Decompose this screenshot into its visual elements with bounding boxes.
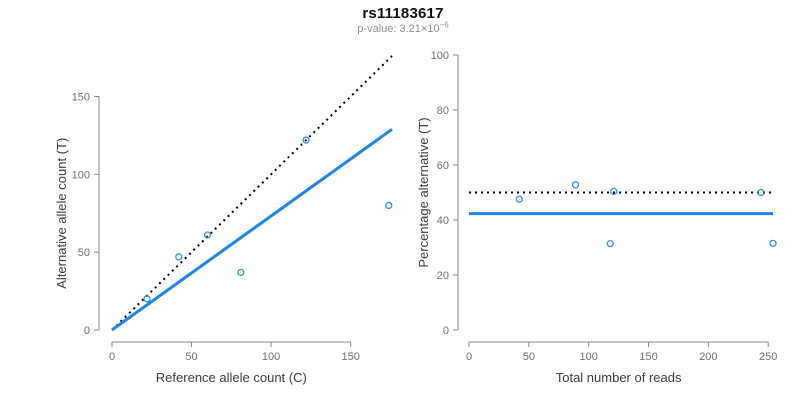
data-point: [757, 188, 765, 197]
identity-50pct-line: [111, 55, 393, 331]
data-point: [175, 253, 183, 261]
x-tick-label: 200: [699, 351, 717, 363]
y-tick-label: 60: [437, 160, 449, 172]
y-tick-label: 80: [437, 105, 449, 117]
percentage-alternative-panel: 0 50 100 150 200 250 0 20 40 60 80 100 Total number …: [416, 50, 777, 385]
y-tick-label: 100: [431, 50, 449, 62]
data-point: [237, 268, 245, 277]
y-tick-label: 50: [78, 247, 90, 259]
fit-line-slope-0.733: [111, 128, 393, 332]
data-point: [143, 295, 151, 303]
allele-counts-panel: 0 50 100 150 0 50 100 150 Reference allele count…: [54, 55, 393, 385]
data-point: [203, 231, 212, 239]
x-tick-label: 150: [639, 351, 657, 363]
x-tick-label: 50: [185, 351, 197, 363]
x-axis-title: Total number of reads: [556, 370, 682, 385]
y-tick-label: 0: [84, 325, 90, 337]
x-axis-title: Reference allele count (C): [156, 370, 307, 385]
data-point: [515, 195, 523, 203]
x-tick-label: 0: [466, 351, 472, 363]
x-tick-label: 50: [523, 351, 535, 363]
y-tick-label: 100: [72, 169, 90, 181]
data-point: [610, 187, 618, 196]
x-tick-label: 250: [759, 351, 777, 363]
data-point: [606, 239, 614, 248]
x-tick-label: 150: [341, 351, 359, 363]
data-point: [571, 181, 580, 189]
y-axis-title: Percentage alternative (T): [416, 117, 431, 267]
x-tick-label: 100: [262, 351, 280, 363]
data-point: [385, 201, 393, 210]
y-axis-title: Alternative allele count (T): [54, 138, 69, 289]
y-tick-label: 40: [437, 215, 449, 227]
y-tick-label: 0: [443, 325, 449, 337]
data-point: [302, 136, 310, 144]
x-tick-label: 100: [580, 351, 598, 363]
y-tick-label: 20: [437, 270, 449, 282]
data-point: [769, 239, 777, 248]
x-tick-label: 0: [109, 351, 115, 363]
y-tick-label: 150: [72, 91, 90, 103]
